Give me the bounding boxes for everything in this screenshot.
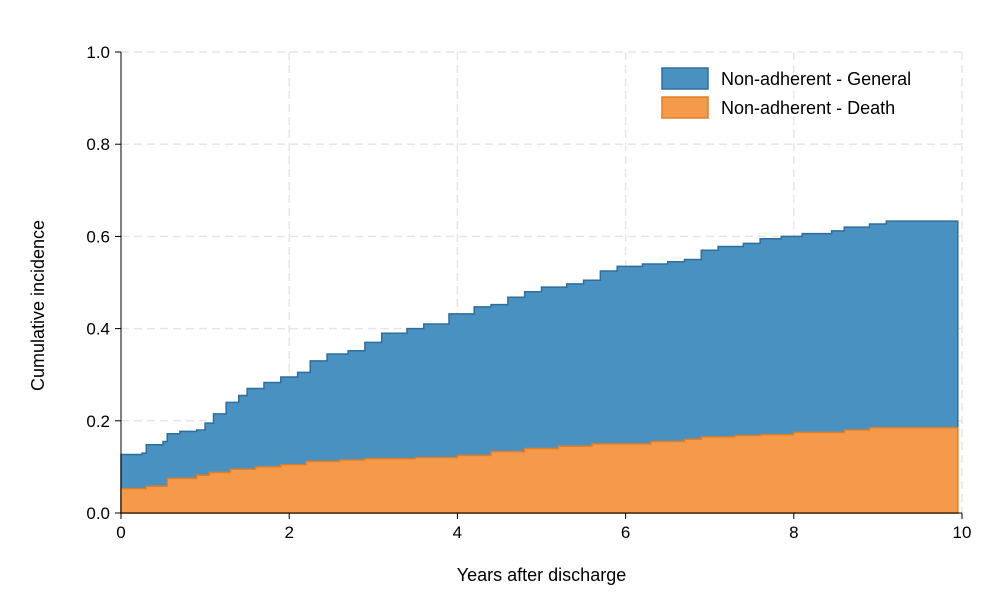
y-tick-label: 0.2 [86,412,110,431]
legend-label: Non-adherent - Death [721,98,895,118]
death-area [120,426,959,514]
legend: Non-adherent - General Non-adherent - Dea… [661,67,911,119]
x-tick-label: 6 [621,523,630,542]
x-tick-label: 10 [953,523,972,542]
y-tick-label: 0.8 [86,135,110,154]
x-tick-label: 8 [789,523,798,542]
legend-label: Non-adherent - General [721,69,911,89]
axes: 0.0 0.2 0.4 0.6 0.8 1.0 0 2 4 6 8 10 [86,43,971,542]
y-tick-label: 1.0 [86,43,110,62]
x-tick-label: 4 [453,523,462,542]
y-tick-label: 0.6 [86,227,110,246]
x-axis-title: Years after discharge [457,565,626,585]
y-tick-label: 0.4 [86,320,110,339]
legend-swatch [661,67,709,90]
x-tick-label: 2 [284,523,293,542]
y-axis-title: Cumulative incidence [28,220,48,391]
legend-swatch [661,96,709,119]
y-tick-label: 0.0 [86,504,110,523]
plot-areas [120,220,959,514]
x-tick-label: 0 [116,523,125,542]
